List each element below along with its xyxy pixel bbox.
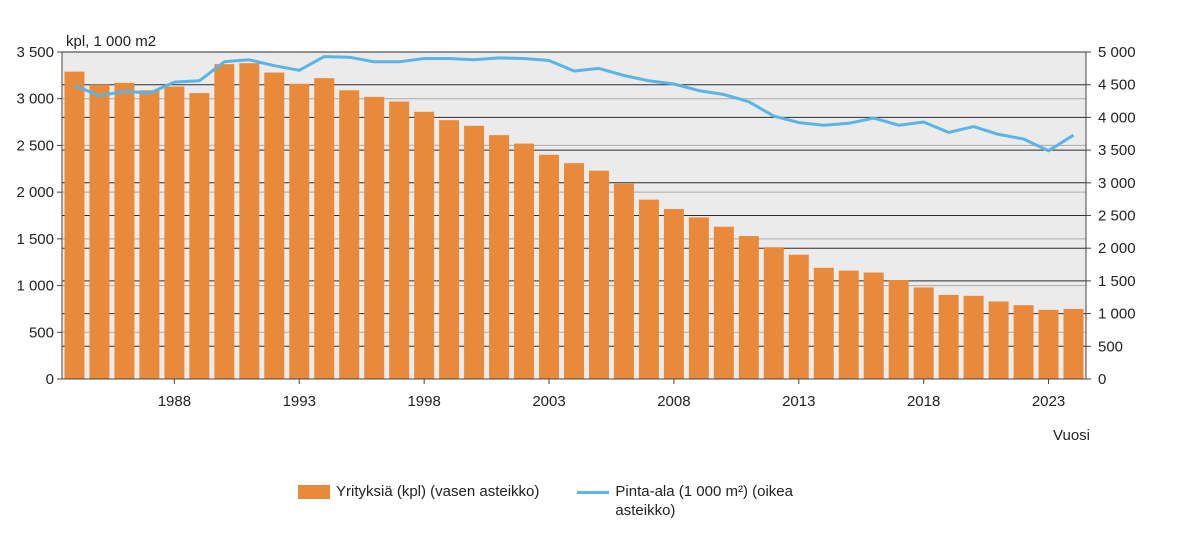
- bar-1986: [114, 82, 135, 380]
- line-series: [73, 55, 1075, 153]
- left-axis: 0 500 1 000 1 500 2 000 2 500 3 000 3 500: [16, 44, 62, 388]
- bar-2008: [663, 208, 684, 379]
- legend-bar-swatch: [298, 485, 330, 499]
- bar-1996: [364, 96, 385, 380]
- bar-1992: [264, 72, 285, 379]
- left-tick-label: 2 000: [16, 184, 54, 201]
- bar-series: [64, 63, 1084, 380]
- legend-line-swatch: [577, 491, 610, 494]
- legend-item-bars: Yrityksiä (kpl) (vasen asteikko): [298, 482, 539, 520]
- bar-2024: [1063, 308, 1084, 379]
- bar-2002: [514, 143, 535, 379]
- bar-2004: [564, 163, 584, 379]
- left-axis-unit-label: kpl, 1 000 m2: [66, 33, 156, 50]
- bar-1999: [439, 120, 460, 380]
- bar-1998: [414, 111, 435, 380]
- legend-item-line: Pinta-ala (1 000 m²) (oikea asteikko): [577, 482, 830, 520]
- bar-2000: [464, 125, 485, 380]
- x-tick-label: 2008: [657, 393, 690, 410]
- right-tick-label: 4 000: [1098, 109, 1136, 126]
- bar-2012: [763, 247, 784, 379]
- right-tick-label: 0: [1098, 371, 1106, 388]
- left-tick-label: 2 500: [16, 137, 54, 154]
- bar-1984: [64, 71, 85, 380]
- bar-2018: [913, 287, 934, 379]
- bar-2014: [813, 267, 834, 379]
- left-tick-label: 0: [46, 371, 54, 388]
- bar-2013: [788, 254, 809, 379]
- bar-2023: [1038, 309, 1059, 379]
- bar-1989: [189, 93, 210, 379]
- bar-2011: [738, 236, 759, 379]
- bar-2010: [713, 226, 734, 379]
- right-tick-label: 4 500: [1098, 77, 1136, 94]
- bar-2019: [938, 294, 959, 379]
- bar-1990: [214, 64, 235, 379]
- right-tick-label: 500: [1098, 338, 1123, 355]
- right-axis: 0 500 1 000 1 500 2 000 2 500 3 000 3 500 4 000 4…: [1086, 44, 1136, 388]
- x-tick-label: 2018: [907, 393, 940, 410]
- legend-line-label: Pinta-ala (1 000 m²) (oikea asteikko): [615, 483, 793, 519]
- left-tick-label: 3 000: [16, 91, 54, 108]
- bar-2007: [638, 199, 659, 379]
- x-tick-label: 1988: [158, 393, 191, 410]
- bar-2017: [888, 279, 909, 379]
- bar-1991: [239, 63, 260, 380]
- right-tick-label: 5 000: [1098, 44, 1136, 61]
- right-tick-label: 3 500: [1098, 142, 1136, 159]
- bar-2020: [963, 295, 984, 379]
- right-tick-label: 1 000: [1098, 306, 1136, 323]
- legend-bar-label: Yrityksiä (kpl) (vasen asteikko): [336, 483, 540, 500]
- bar-2009: [688, 217, 709, 379]
- bar-2021: [988, 301, 1009, 379]
- x-axis-title: Vuosi: [1053, 427, 1090, 444]
- right-tick-label: 2 500: [1098, 208, 1136, 225]
- x-tick-label: 2013: [782, 393, 815, 410]
- left-tick-label: 3 500: [16, 44, 54, 61]
- right-tick-label: 3 000: [1098, 175, 1136, 192]
- bar-2005: [588, 170, 609, 379]
- bar-2016: [863, 272, 884, 379]
- bar-2001: [489, 135, 510, 379]
- bar-2006: [613, 183, 634, 379]
- bar-1995: [339, 90, 360, 379]
- bar-1987: [139, 90, 160, 379]
- bar-1993: [289, 83, 310, 379]
- x-tick-label: 1998: [407, 393, 440, 410]
- legend: Yrityksiä (kpl) (vasen asteikko) Pinta-a…: [298, 482, 830, 520]
- left-tick-label: 1 000: [16, 278, 54, 295]
- bar-1985: [89, 84, 110, 379]
- bar-1988: [164, 86, 185, 379]
- x-axis: 1988 1993 1998 2003 2008 2013 2018 2023: [158, 379, 1065, 410]
- left-tick-label: 1 500: [16, 231, 54, 248]
- bar-1994: [314, 78, 335, 379]
- bar-1997: [389, 101, 410, 379]
- bar-2022: [1013, 305, 1034, 379]
- bar-2003: [539, 154, 560, 379]
- right-tick-label: 2 000: [1098, 240, 1136, 257]
- bar-2015: [838, 270, 859, 379]
- x-tick-label: 1993: [283, 393, 316, 410]
- right-tick-label: 1 500: [1098, 273, 1136, 290]
- x-tick-label: 2003: [532, 393, 565, 410]
- left-tick-label: 500: [29, 324, 54, 341]
- x-tick-label: 2023: [1032, 393, 1065, 410]
